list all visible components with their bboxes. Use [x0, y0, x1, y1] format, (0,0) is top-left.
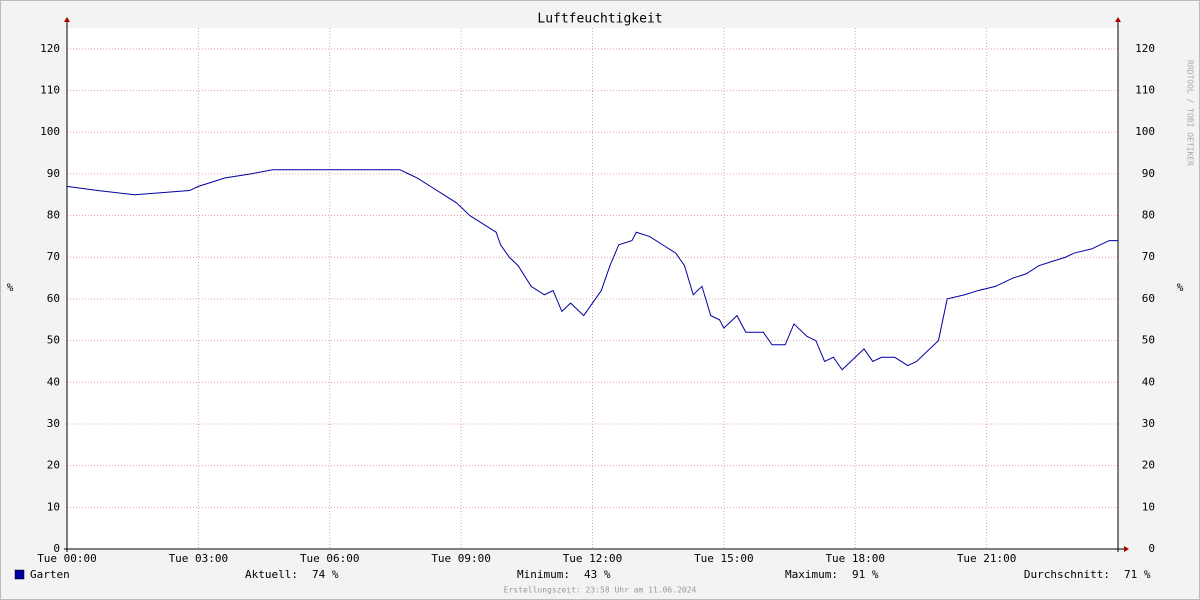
x-tick-label: Tue 09:00 [431, 552, 491, 565]
y2-tick-label: 120 [1135, 42, 1155, 55]
y2-tick-label: 110 [1135, 84, 1155, 97]
x-tick-label: Tue 12:00 [563, 552, 623, 565]
y2-tick-label: 10 [1142, 500, 1155, 513]
y2-tick-label: 30 [1142, 417, 1155, 430]
y-tick-label: 0 [53, 542, 60, 555]
y-tick-label: 10 [47, 500, 60, 513]
watermark: RRDTOOL / TOBI OETIKER [1186, 60, 1195, 166]
y-tick-label: 90 [47, 167, 60, 180]
y2-tick-label: 0 [1148, 542, 1155, 555]
y-tick-label: 20 [47, 459, 60, 472]
y-axis-label: % [7, 281, 14, 294]
y-tick-label: 80 [47, 209, 60, 222]
y2-tick-label: 40 [1142, 375, 1155, 388]
x-tick-label: Tue 00:00 [37, 552, 97, 565]
stat-value: 71 % [1124, 568, 1151, 581]
y-tick-label: 60 [47, 292, 60, 305]
arrow [64, 17, 70, 22]
stat-label: Durchschnitt: [1024, 568, 1110, 581]
stat-label: Maximum: [785, 568, 838, 581]
x-tick-label: Tue 06:00 [300, 552, 360, 565]
y-tick-label: 120 [40, 42, 60, 55]
stat-label: Aktuell: [245, 568, 298, 581]
arrow [1115, 17, 1121, 22]
plot-area [67, 28, 1118, 549]
arrow [1124, 546, 1129, 552]
stat-value: 91 % [852, 568, 879, 581]
y-tick-label: 100 [40, 125, 60, 138]
y2-tick-label: 70 [1142, 250, 1155, 263]
chart-title: Luftfeuchtigkeit [537, 12, 662, 27]
line-series [66, 169, 1118, 371]
x-tick-label: Tue 21:00 [957, 552, 1017, 565]
legend-label: Garten [30, 568, 70, 581]
x-tick-label: Tue 15:00 [694, 552, 754, 565]
y2-tick-label: 80 [1142, 209, 1155, 222]
y2-tick-label: 20 [1142, 459, 1155, 472]
footer: Erstellungszeit: 23:58 Uhr am 11.06.2024 [504, 586, 697, 595]
y-tick-label: 110 [40, 84, 60, 97]
y2-tick-label: 90 [1142, 167, 1155, 180]
x-tick-label: Tue 03:00 [169, 552, 229, 565]
stat-value: 43 % [584, 568, 611, 581]
y2-tick-label: 60 [1142, 292, 1155, 305]
y-tick-label: 70 [47, 250, 60, 263]
y2-tick-label: 50 [1142, 334, 1155, 347]
y-tick-label: 40 [47, 375, 60, 388]
stat-value: 74 % [312, 568, 339, 581]
y-tick-label: 50 [47, 334, 60, 347]
legend-swatch [14, 569, 25, 580]
y2-axis-label: % [1177, 281, 1184, 294]
y-tick-label: 30 [47, 417, 60, 430]
x-tick-label: Tue 18:00 [825, 552, 885, 565]
stat-label: Minimum: [517, 568, 570, 581]
y2-tick-label: 100 [1135, 125, 1155, 138]
